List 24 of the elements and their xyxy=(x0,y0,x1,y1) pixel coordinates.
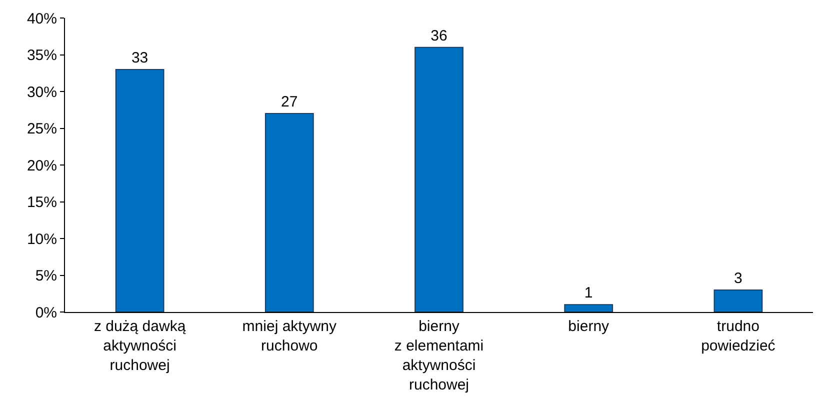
y-tick-label: 0% xyxy=(35,304,57,322)
data-label: 33 xyxy=(131,49,148,66)
y-tick-label: 30% xyxy=(26,84,57,101)
x-tick-label: mniej aktywny ruchowo xyxy=(242,318,337,354)
data-label: 27 xyxy=(281,94,298,111)
y-tick-label: 5% xyxy=(35,268,57,284)
x-tick-label: bierny z elementami aktywności ruchowej xyxy=(394,318,484,394)
x-tick-label: z dużą dawką aktywności ruchowej xyxy=(94,318,186,374)
bar xyxy=(115,68,164,312)
y-tick-label: 25% xyxy=(26,120,57,138)
y-tick-label: 40% xyxy=(26,10,57,28)
y-tick-label: 15% xyxy=(26,194,57,211)
data-label: 1 xyxy=(584,284,593,302)
x-tick-label: trudno powiedzieć xyxy=(701,318,776,354)
data-label: 36 xyxy=(430,27,448,44)
data-label: 3 xyxy=(734,270,742,287)
y-tick-label: 20% xyxy=(26,157,57,174)
x-tick-label: bierny xyxy=(568,318,610,335)
y-tick-label: 10% xyxy=(26,230,57,248)
y-tick-label: 35% xyxy=(26,47,57,64)
bar xyxy=(564,304,614,312)
bar xyxy=(714,289,763,312)
bar xyxy=(264,113,314,312)
bar xyxy=(414,46,464,312)
